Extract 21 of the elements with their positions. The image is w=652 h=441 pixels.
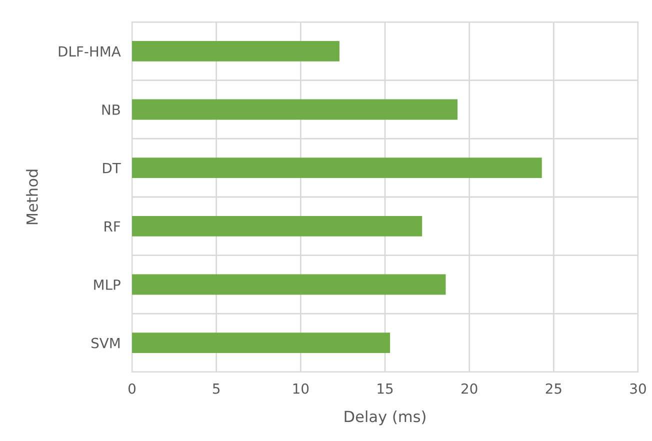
- y-tick-label: MLP: [94, 280, 120, 290]
- y-tick-label: RF: [104, 221, 120, 232]
- bar: [132, 40, 340, 62]
- y-tick-label: DT: [103, 162, 121, 174]
- y-axis-title: Method: [26, 170, 38, 224]
- y-tick-label: SVM: [92, 338, 120, 348]
- x-tick-label: 25: [546, 383, 562, 394]
- y-tick-label: NB: [102, 104, 120, 115]
- bar: [132, 216, 422, 236]
- x-tick-label: 5: [212, 384, 220, 394]
- bar: [132, 274, 446, 295]
- x-tick-label: 30: [630, 383, 646, 394]
- x-axis-title: Delay (ms): [344, 410, 426, 426]
- x-tick-label: 10: [293, 383, 309, 394]
- x-tick-label: 15: [378, 384, 393, 394]
- x-tick-label: 20: [462, 383, 478, 394]
- bar: [132, 99, 458, 120]
- bar: [132, 332, 390, 354]
- bar: [132, 158, 542, 178]
- x-tick-label: 0: [128, 383, 136, 394]
- y-tick-label: DLF-HMA: [58, 46, 121, 56]
